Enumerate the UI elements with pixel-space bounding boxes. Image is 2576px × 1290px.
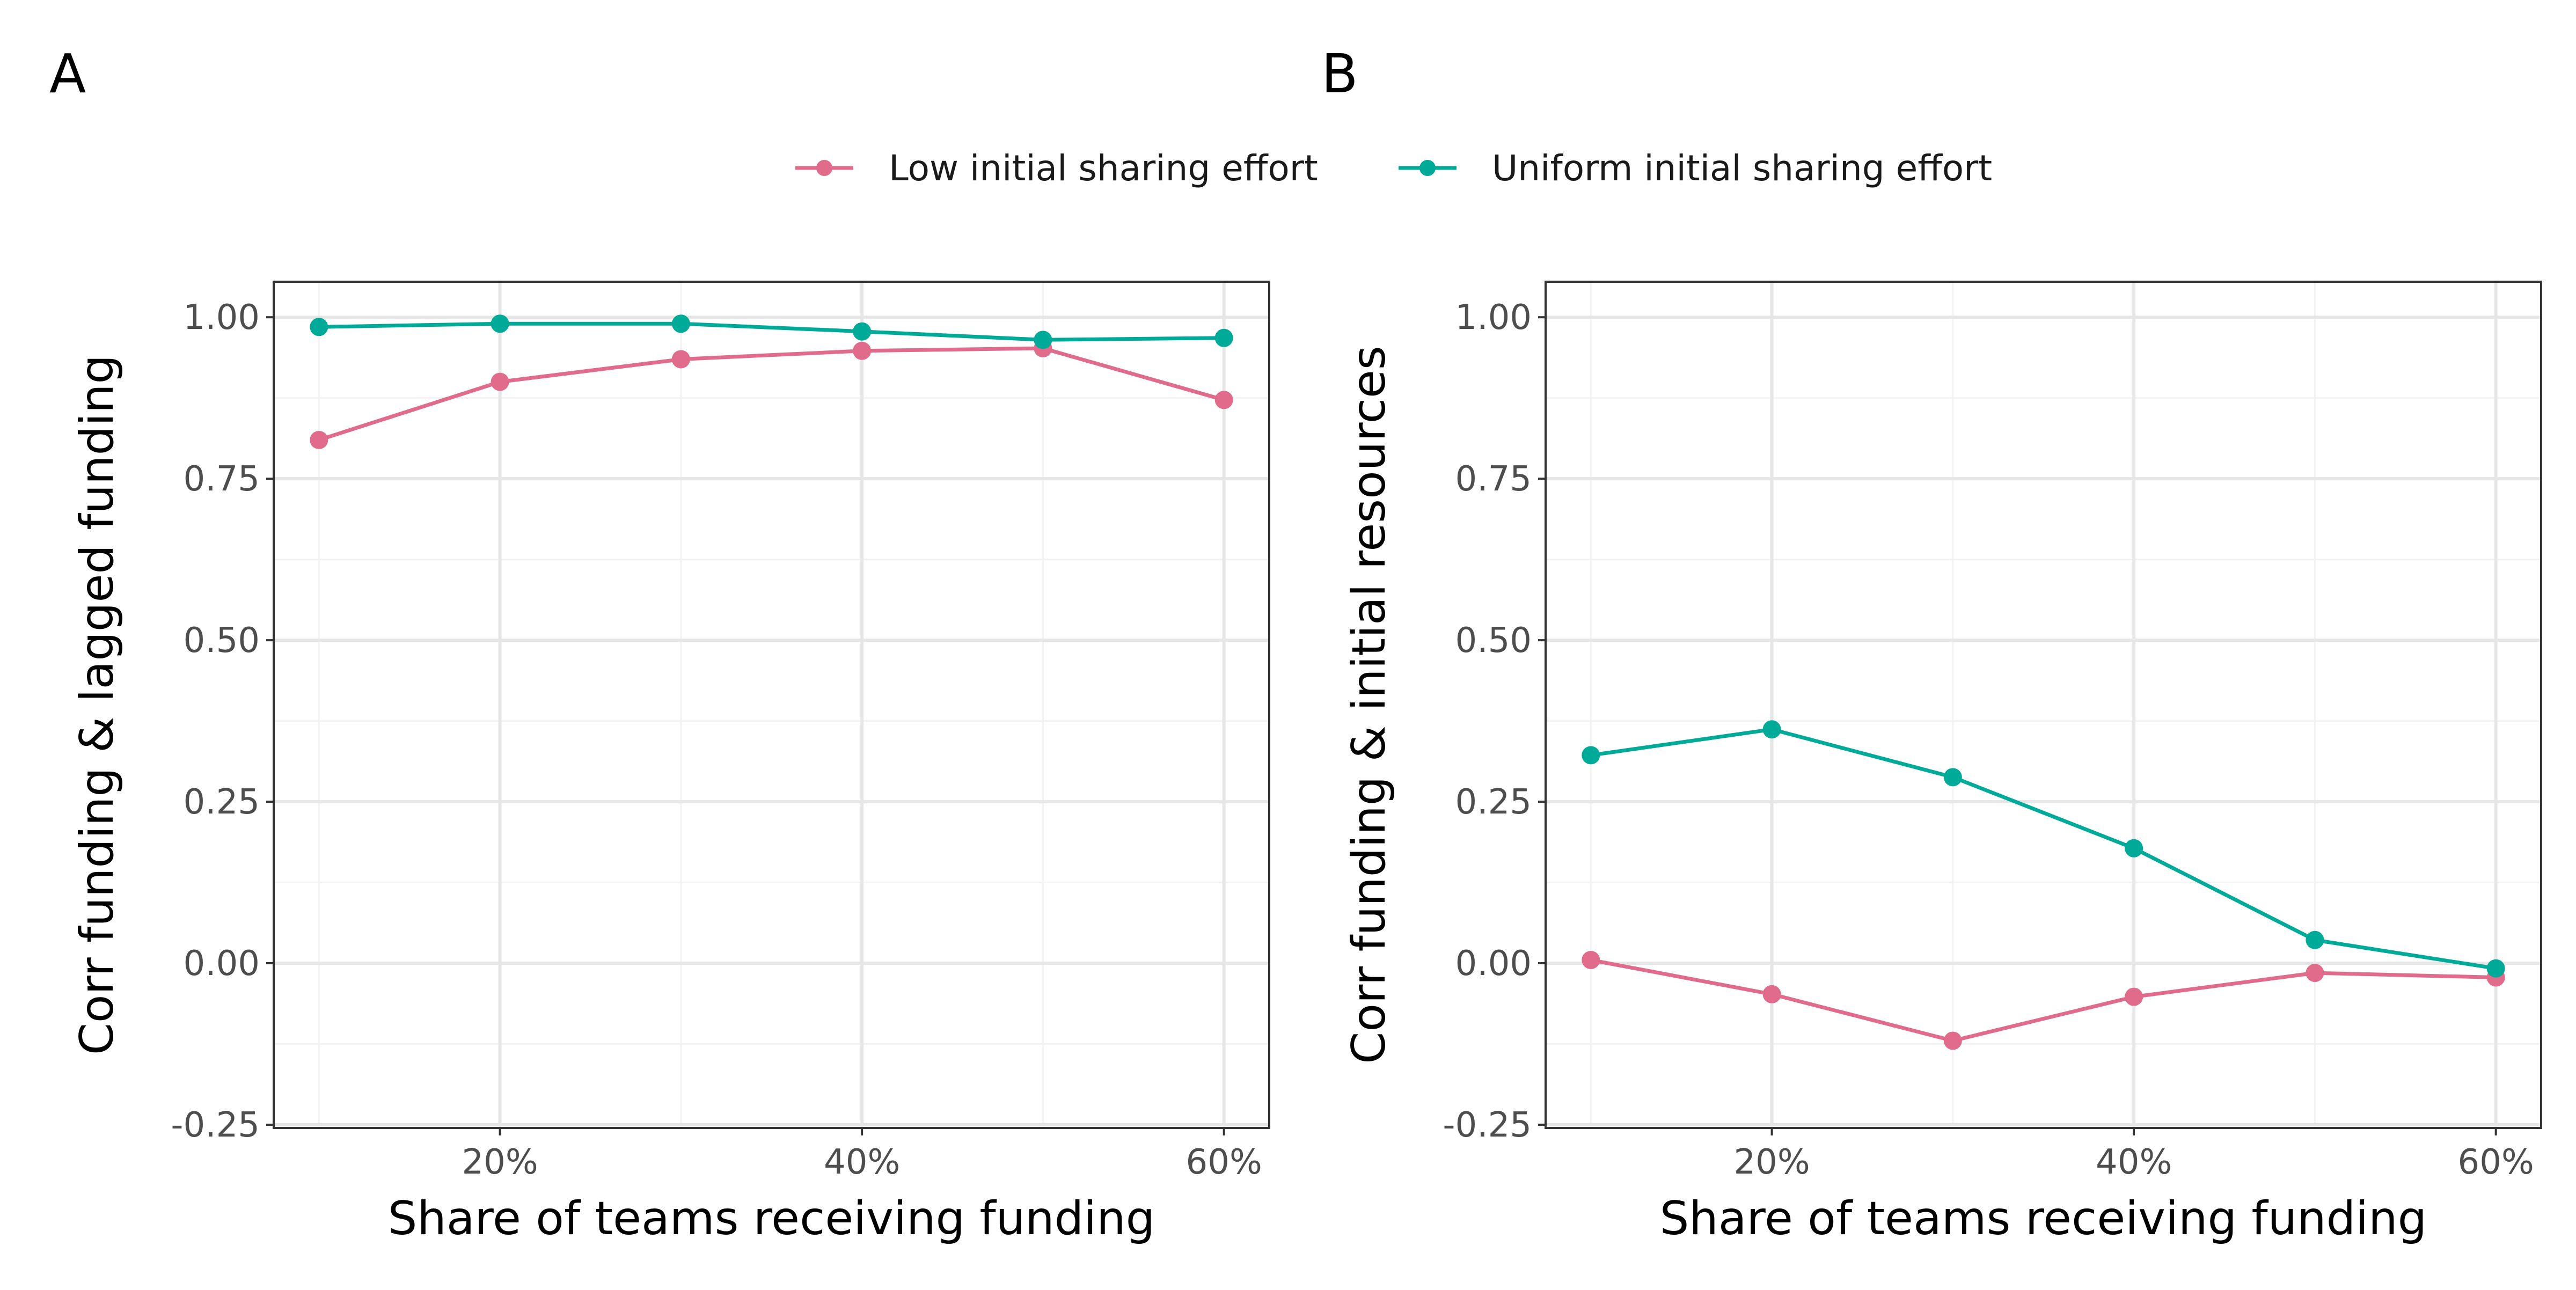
y-axis-title: Corr funding & initial resources — [1342, 346, 1396, 1064]
panel-tag: A — [49, 42, 86, 105]
y-tick-label: 0.25 — [184, 782, 260, 822]
x-tick-label: 40% — [824, 1142, 900, 1182]
x-tick-label: 40% — [2096, 1142, 2172, 1182]
data-point — [1034, 331, 1052, 349]
data-point — [671, 314, 690, 333]
data-point — [1582, 951, 1600, 970]
legend-label: Low initial sharing effort — [889, 148, 1318, 189]
data-point — [2306, 964, 2324, 983]
series-line — [1590, 958, 2496, 1043]
series-line — [318, 346, 1225, 442]
y-axis-title: Corr funding & lagged funding — [70, 355, 124, 1055]
series-line — [319, 321, 1224, 342]
data-point — [1214, 328, 1233, 347]
y-tick-label: -0.25 — [1443, 1105, 1532, 1145]
data-point — [2125, 987, 2143, 1006]
x-tick-label: 20% — [1733, 1142, 1810, 1182]
panel-tag: B — [1321, 42, 1358, 105]
y-tick-label: 1.00 — [1455, 298, 1532, 338]
x-tick-label: 60% — [2458, 1142, 2534, 1182]
data-point — [853, 322, 872, 341]
panel-border — [1545, 281, 2542, 1129]
y-tick-label: 0.50 — [184, 621, 260, 661]
data-point — [853, 341, 872, 360]
y-tick-label: 0.75 — [184, 459, 260, 499]
data-point — [491, 314, 509, 333]
y-tick-label: 0.50 — [1455, 621, 1532, 661]
y-tick-label: 0.25 — [1455, 782, 1532, 822]
data-point — [2306, 930, 2324, 949]
data-point — [1943, 768, 1962, 787]
x-tick-label: 20% — [462, 1142, 538, 1182]
data-point — [671, 350, 690, 369]
y-tick-label: 0.75 — [1455, 459, 1532, 499]
y-tick-label: 1.00 — [184, 298, 260, 338]
panel-border — [273, 281, 1270, 1129]
y-tick-label: -0.25 — [171, 1105, 260, 1145]
x-tick-label: 60% — [1186, 1142, 1262, 1182]
data-point — [1582, 746, 1600, 765]
legend-label: Uniform initial sharing effort — [1492, 148, 1992, 189]
data-point — [491, 372, 509, 391]
x-axis-title: Share of teams receiving funding — [1660, 1192, 2427, 1245]
series-line — [1590, 727, 2497, 971]
data-point — [310, 318, 328, 336]
data-point — [310, 430, 328, 449]
data-point — [1762, 720, 1781, 739]
legend-key-marker — [816, 160, 832, 176]
legend-key-marker — [1419, 160, 1436, 176]
data-point — [1762, 985, 1781, 1003]
data-point — [2486, 959, 2505, 978]
y-tick-label: 0.00 — [184, 944, 260, 984]
y-tick-label: 0.00 — [1455, 944, 1532, 984]
data-point — [1214, 391, 1233, 409]
data-point — [2125, 839, 2143, 857]
data-point — [1943, 1031, 1962, 1050]
x-axis-title: Share of teams receiving funding — [388, 1192, 1155, 1245]
